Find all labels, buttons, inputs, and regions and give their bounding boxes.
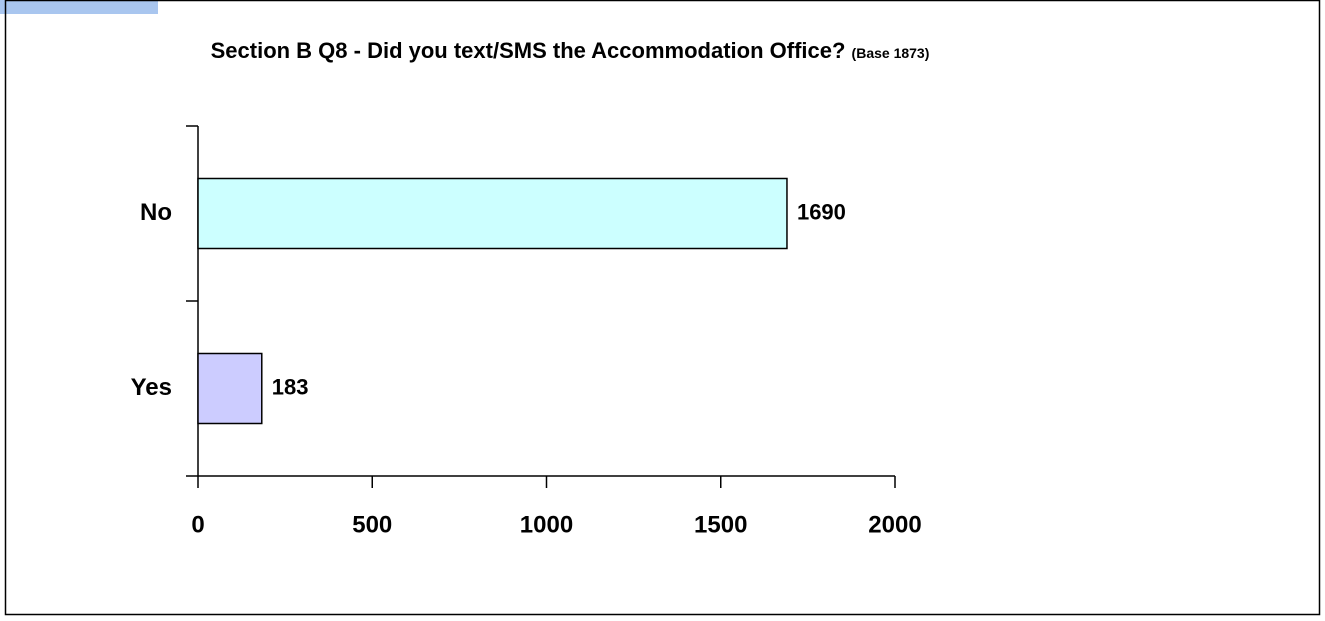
tab	[0, 0, 158, 14]
x-tick-label: 1000	[520, 511, 573, 538]
title-block: Section B Q8 - Did you text/SMS the Acco…	[150, 36, 990, 68]
x-tick-label: 1500	[694, 511, 747, 538]
title-box: Section B Q8 - Did you text/SMS the Acco…	[150, 36, 990, 68]
x-tick-label: 500	[352, 511, 392, 538]
chart-subtitle: (Base 1873)	[851, 45, 930, 61]
data-label: 1690	[797, 199, 846, 224]
data-label: 183	[272, 374, 309, 399]
y-tick-label: Yes	[131, 374, 172, 401]
bar	[197, 177, 788, 250]
x-tick-label: 0	[191, 511, 204, 538]
x-tick-label: 2000	[868, 511, 921, 538]
bar	[197, 352, 263, 425]
chart-border	[4, 0, 1321, 616]
chart-title: Section B Q8 - Did you text/SMS the Acco…	[210, 38, 846, 63]
y-tick-label: No	[140, 199, 172, 226]
